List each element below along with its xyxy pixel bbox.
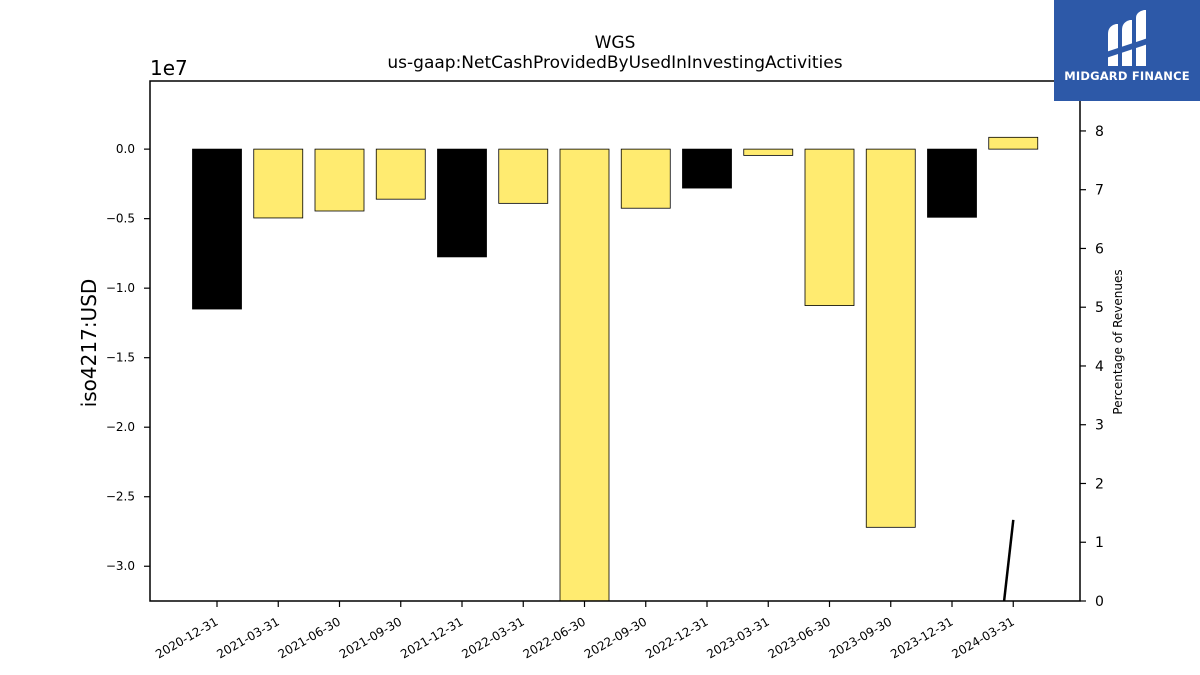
y2-tick-label: 5 bbox=[1095, 300, 1104, 316]
chart-title-line-2: us-gaap:NetCashProvidedByUsedInInvesting… bbox=[387, 53, 842, 73]
y2-tick-label: 3 bbox=[1095, 418, 1104, 434]
brand-logo: MIDGARD FINANCE bbox=[1054, 0, 1200, 101]
y-tick-label: −1.5 bbox=[106, 351, 135, 365]
line-group bbox=[1002, 519, 1015, 602]
x-tick-label: 2020-12-31 bbox=[153, 614, 220, 661]
x-tick-label: 2023-03-31 bbox=[704, 614, 771, 661]
bars-group bbox=[192, 136, 1039, 602]
logo-mark-icon bbox=[1106, 10, 1148, 66]
x-tick-label: 2022-12-31 bbox=[643, 614, 710, 661]
x-tick-label: 2021-03-31 bbox=[214, 614, 281, 661]
logo-text: MIDGARD FINANCE bbox=[1064, 69, 1190, 83]
x-tick-label: 2023-12-31 bbox=[888, 614, 955, 661]
x-tick-label: 2021-06-30 bbox=[276, 614, 343, 661]
bar-2024-03-31 bbox=[988, 136, 1039, 150]
x-tick-label: 2024-03-31 bbox=[949, 614, 1016, 661]
bar-2023-12-31 bbox=[927, 148, 977, 218]
bar-2023-09-30 bbox=[865, 148, 916, 528]
y2-tick-label: 7 bbox=[1095, 183, 1104, 199]
bar-2020-12-31 bbox=[192, 148, 242, 310]
y-tick-label: −2.5 bbox=[106, 490, 135, 504]
bar-2021-06-30 bbox=[314, 148, 365, 212]
secondary-y-axis-label: Percentage of Revenues bbox=[1111, 269, 1125, 414]
y2-tick-label: 6 bbox=[1095, 241, 1104, 257]
y2-tick-label: 0 bbox=[1095, 594, 1104, 610]
percentage-line bbox=[1002, 519, 1015, 602]
x-tick-label: 2021-09-30 bbox=[337, 614, 404, 661]
y-axis-offset-text: 1e7 bbox=[150, 56, 188, 80]
plot-frame bbox=[149, 80, 1081, 602]
x-tick-label: 2023-09-30 bbox=[827, 614, 894, 661]
y-tick-label: −1.0 bbox=[106, 281, 135, 295]
y2-tick-label: 8 bbox=[1095, 124, 1104, 140]
x-tick-label: 2022-06-30 bbox=[521, 614, 588, 661]
bar-2021-09-30 bbox=[375, 148, 426, 200]
bar-2023-06-30 bbox=[804, 148, 855, 306]
bar-2023-03-31 bbox=[743, 148, 794, 156]
chart-title: WGS us-gaap:NetCashProvidedByUsedInInves… bbox=[387, 33, 842, 73]
y-tick-label: −3.0 bbox=[106, 559, 135, 573]
chart-title-line-1: WGS bbox=[595, 33, 636, 53]
bar-2021-03-31 bbox=[253, 148, 304, 219]
x-tick-label: 2022-09-30 bbox=[582, 614, 649, 661]
y2-tick-label: 4 bbox=[1095, 359, 1104, 375]
y2-tick-label: 1 bbox=[1095, 535, 1104, 551]
y-tick-label: −2.0 bbox=[106, 420, 135, 434]
x-tick-label: 2021-12-31 bbox=[398, 614, 465, 661]
bar-2021-12-31 bbox=[437, 148, 487, 258]
x-tick-label: 2022-03-31 bbox=[459, 614, 526, 661]
y-tick-label: 0.0 bbox=[116, 142, 135, 156]
y-tick-label: −0.5 bbox=[106, 212, 135, 226]
bar-2022-12-31 bbox=[682, 148, 732, 189]
bar-2022-09-30 bbox=[620, 148, 671, 209]
x-tick-label: 2023-06-30 bbox=[766, 614, 833, 661]
y2-tick-label: 2 bbox=[1095, 476, 1104, 492]
y-axis-label: iso4217:USD bbox=[77, 279, 101, 408]
bar-2022-03-31 bbox=[498, 148, 549, 204]
bar-2022-06-30 bbox=[559, 148, 610, 602]
